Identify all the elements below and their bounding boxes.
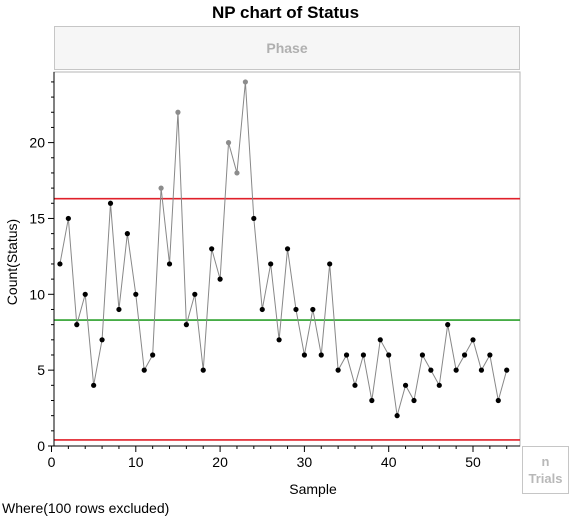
y-tick-label: 15 (29, 210, 45, 226)
data-point (352, 382, 358, 388)
phase-label: Phase (266, 40, 308, 56)
data-point (209, 246, 215, 252)
where-note: Where(100 rows excluded) (2, 500, 170, 516)
data-point (183, 322, 189, 328)
data-point (394, 413, 400, 419)
x-tick-label: 30 (297, 454, 313, 470)
data-point (158, 185, 164, 191)
data-point (411, 397, 417, 404)
data-point (124, 231, 130, 237)
data-point (386, 352, 392, 358)
data-point (377, 337, 383, 343)
data-point (74, 322, 80, 328)
data-point (504, 367, 510, 373)
x-tick-label: 20 (212, 454, 228, 470)
x-tick-label: 10 (128, 454, 144, 470)
data-point (200, 367, 206, 373)
data-point (360, 352, 367, 358)
data-point (327, 261, 333, 267)
data-point (82, 291, 88, 297)
x-tick-label: 50 (465, 454, 481, 470)
data-point (57, 261, 63, 267)
data-point (276, 337, 282, 343)
data-point (268, 261, 274, 267)
trials-label-trials: Trials (528, 471, 563, 486)
data-point (65, 215, 71, 222)
x-tick-label: 0 (48, 454, 56, 470)
data-point (318, 352, 324, 358)
data-point (487, 352, 493, 358)
data-point (402, 382, 409, 388)
data-point (234, 170, 240, 176)
data-point (453, 367, 459, 373)
data-point (293, 306, 299, 313)
data-point (150, 352, 156, 358)
data-point (436, 382, 442, 388)
data-point (175, 109, 181, 115)
data-point (99, 337, 105, 343)
data-point (133, 291, 139, 297)
trials-label-n: n (541, 454, 550, 469)
data-point (369, 397, 375, 404)
data-point (116, 306, 122, 313)
data-point (461, 352, 468, 358)
data-point (225, 140, 232, 146)
y-tick-label: 10 (29, 286, 45, 302)
y-tick-label: 5 (37, 362, 45, 378)
x-axis-title: Sample (289, 481, 337, 497)
chart-title: NP chart of Status (211, 3, 360, 22)
data-point (495, 397, 501, 404)
data-point (192, 291, 198, 297)
data-point (107, 200, 114, 206)
data-point (310, 306, 316, 313)
data-point (166, 261, 173, 267)
data-point (478, 367, 485, 373)
data-point (419, 352, 426, 358)
data-point (470, 337, 476, 343)
data-point (259, 306, 265, 313)
data-point (445, 322, 451, 328)
data-point (301, 352, 307, 358)
data-point (335, 367, 341, 373)
y-tick-label: 20 (29, 135, 45, 151)
data-point (428, 367, 434, 373)
data-point (242, 79, 248, 85)
data-point (284, 246, 291, 252)
data-point (217, 276, 223, 282)
data-point (91, 382, 97, 388)
y-tick-label: 0 (37, 438, 45, 454)
data-point (343, 352, 350, 358)
phase-drop-zone[interactable]: Phase (54, 26, 520, 70)
y-axis-title: Count(Status) (4, 219, 20, 305)
data-point (251, 215, 257, 222)
trials-drop-zone[interactable]: n Trials (522, 446, 569, 494)
data-point (141, 367, 147, 373)
series-line (59, 81, 508, 416)
x-tick-label: 40 (381, 454, 397, 470)
